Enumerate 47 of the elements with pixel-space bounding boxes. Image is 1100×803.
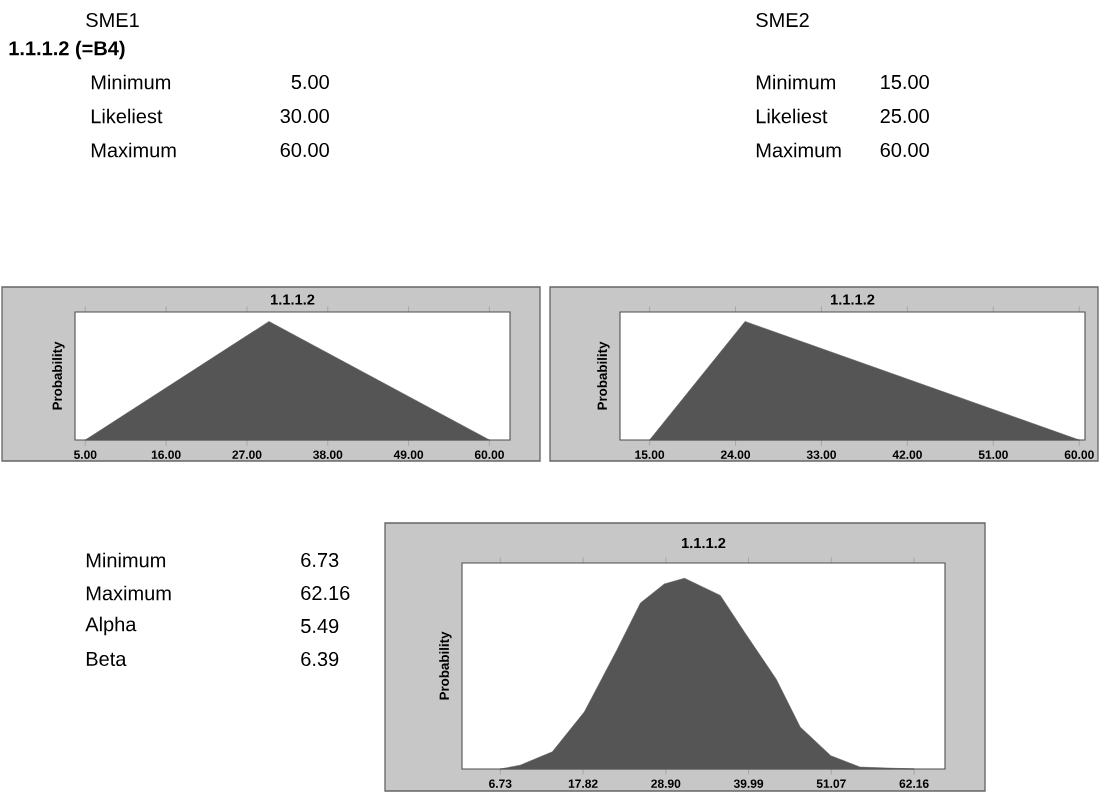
y-axis-title: Probability <box>597 341 610 410</box>
text: Minimum <box>756 74 836 90</box>
text: 60.00 <box>280 142 329 158</box>
text: Minimum <box>91 74 171 90</box>
text: Likeliest <box>756 108 828 124</box>
text: Maximum <box>756 142 841 158</box>
text: 60.00 <box>880 142 929 158</box>
text: 30.00 <box>280 108 329 124</box>
x-tick-label: 42.00 <box>892 450 922 459</box>
y-axis-title: Probability <box>52 341 65 410</box>
x-tick-label: 62.16 <box>899 779 929 788</box>
text: Minimum <box>86 552 166 568</box>
x-tick-label: 27.00 <box>232 450 262 459</box>
text: Maximum <box>91 142 176 158</box>
text: 1.1.1.2 (=B4) <box>9 40 125 60</box>
text: Maximum <box>86 585 171 601</box>
x-tick-label: 38.00 <box>313 450 343 459</box>
x-tick-label: 33.00 <box>806 450 836 459</box>
x-tick-label: 28.90 <box>651 779 681 788</box>
x-tick-label: 60.00 <box>474 450 504 459</box>
text: Beta <box>86 652 127 666</box>
x-tick-label: 5.00 <box>74 450 97 459</box>
text: 5.00 <box>291 74 329 90</box>
chart-title: 1.1.1.2 <box>681 537 726 549</box>
x-tick-label: 51.00 <box>978 450 1008 459</box>
x-tick-label: 60.00 <box>1064 450 1094 459</box>
text: SME2 <box>756 12 809 28</box>
text: 5.49 <box>301 618 339 634</box>
y-axis-title: Probability <box>439 631 452 700</box>
text: Alpha <box>85 616 137 636</box>
text: Likeliest <box>91 108 163 124</box>
text: 25.00 <box>880 108 929 124</box>
chart-title: 1.1.1.2 <box>271 294 315 305</box>
x-tick-label: 51.07 <box>816 779 846 788</box>
x-tick-label: 39.99 <box>733 779 764 788</box>
x-tick-label: 24.00 <box>720 450 751 459</box>
text: 62.16 <box>301 585 350 601</box>
text: SME1 <box>86 12 139 28</box>
x-tick-label: 16.00 <box>151 450 181 459</box>
text: 15.00 <box>881 74 929 90</box>
x-tick-label: 15.00 <box>635 450 665 459</box>
x-tick-label: 49.00 <box>393 450 424 459</box>
chart-title: 1.1.1.2 <box>831 294 875 305</box>
text: 6.39 <box>301 651 339 667</box>
x-tick-label: 17.82 <box>568 779 598 788</box>
x-tick-label: 6.73 <box>489 779 512 788</box>
text: 6.73 <box>301 552 339 568</box>
